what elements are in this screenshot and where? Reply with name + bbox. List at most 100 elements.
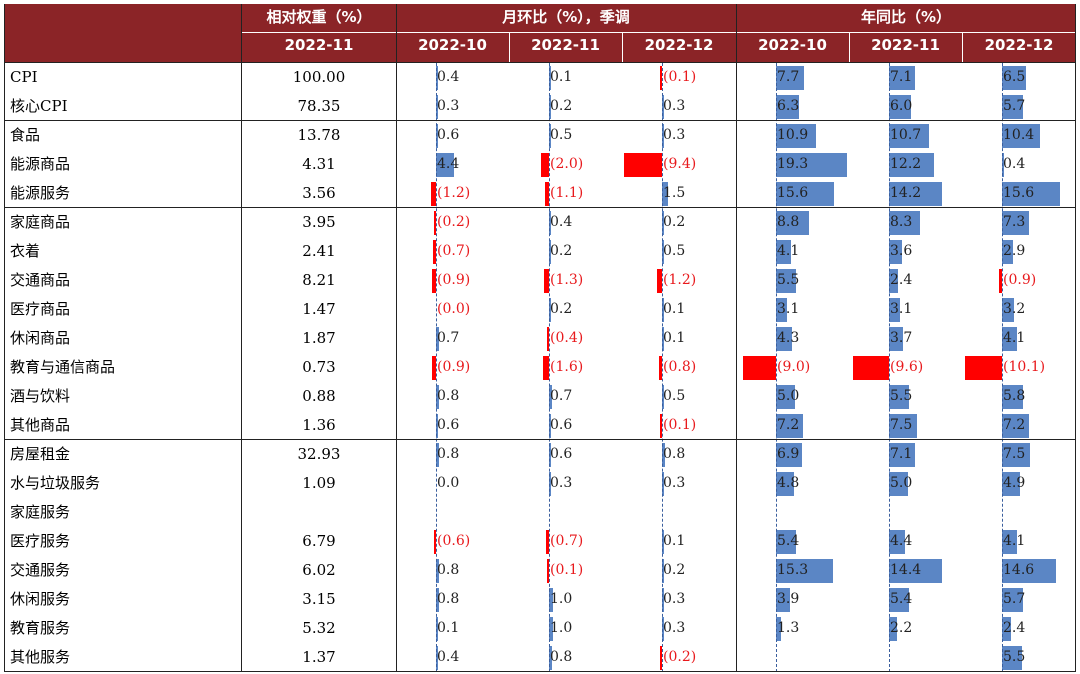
yoy-value: 3.7 bbox=[890, 330, 913, 346]
yoy-value: 7.2 bbox=[1003, 417, 1026, 433]
mom-value: 0.2 bbox=[663, 214, 686, 230]
mom-value: (1.2) bbox=[663, 272, 697, 288]
mom-bar bbox=[543, 269, 549, 293]
header-yoy-period-1: 2022-10 bbox=[758, 36, 827, 54]
column-border-right bbox=[1075, 4, 1076, 672]
yoy-bar bbox=[889, 385, 910, 409]
yoy-value: 5.5 bbox=[777, 272, 800, 288]
header-yoy-period-3: 2022-12 bbox=[984, 36, 1054, 54]
mom-bar bbox=[549, 472, 551, 496]
header-yoy-group: 年同比（%） bbox=[860, 8, 952, 26]
yoy-bar bbox=[889, 588, 909, 612]
mom-value: 0.3 bbox=[663, 98, 686, 114]
row-label: 医疗服务 bbox=[10, 532, 71, 550]
mom-value: (1.1) bbox=[550, 185, 584, 201]
row-label: 衣着 bbox=[10, 242, 41, 260]
yoy-value: 6.5 bbox=[1003, 69, 1026, 85]
yoy-bar bbox=[889, 211, 920, 235]
mom-bar bbox=[549, 298, 551, 322]
yoy-value: 0.4 bbox=[1003, 156, 1026, 172]
mom-value: 0.4 bbox=[437, 649, 460, 665]
mom-value: 0.8 bbox=[437, 446, 460, 462]
yoy-bar bbox=[776, 211, 809, 235]
header-divider-v5 bbox=[622, 32, 623, 62]
row-label: 酒与饮料 bbox=[10, 387, 71, 405]
yoy-bar bbox=[776, 559, 833, 583]
mom-value: 0.8 bbox=[437, 591, 460, 607]
mom-value: (1.3) bbox=[550, 272, 584, 288]
mom-bar bbox=[549, 443, 552, 467]
mom-bar bbox=[547, 327, 549, 351]
yoy-bar bbox=[1002, 559, 1057, 583]
yoy-value: 6.9 bbox=[777, 446, 800, 462]
yoy-value: 5.7 bbox=[1003, 98, 1026, 114]
mom-bar bbox=[436, 385, 440, 409]
yoy-bar bbox=[776, 385, 795, 409]
row-label: 休闲服务 bbox=[10, 590, 71, 608]
row-weight: 3.95 bbox=[302, 213, 336, 231]
mom-value: (0.2) bbox=[437, 214, 471, 230]
mom-bar bbox=[549, 95, 551, 119]
yoy-value: 7.1 bbox=[890, 69, 913, 85]
mom-bar bbox=[662, 124, 664, 148]
yoy-bar bbox=[889, 559, 943, 583]
mom-bar bbox=[662, 298, 664, 322]
yoy-bar bbox=[1002, 472, 1021, 496]
mom-value: 1.5 bbox=[663, 185, 686, 201]
yoy-bar bbox=[776, 414, 803, 438]
zero-axis-5 bbox=[889, 63, 890, 672]
mom-bar bbox=[549, 646, 553, 670]
yoy-value: 5.0 bbox=[890, 475, 913, 491]
mom-bar bbox=[624, 153, 662, 177]
yoy-value: 4.3 bbox=[777, 330, 800, 346]
row-label: 医疗商品 bbox=[10, 300, 71, 318]
mom-bar bbox=[432, 356, 436, 380]
mom-value: 0.3 bbox=[663, 475, 686, 491]
mom-bar bbox=[662, 443, 666, 467]
mom-value: (9.4) bbox=[663, 156, 697, 172]
group-separator-4 bbox=[4, 439, 1076, 440]
mom-bar bbox=[432, 269, 436, 293]
yoy-value: 4.8 bbox=[777, 475, 800, 491]
row-label: 家庭商品 bbox=[10, 213, 71, 231]
yoy-bar bbox=[889, 95, 912, 119]
mom-value: (0.1) bbox=[550, 562, 584, 578]
mom-value: (0.1) bbox=[663, 69, 697, 85]
yoy-value: 7.1 bbox=[890, 446, 913, 462]
yoy-value: 8.3 bbox=[890, 214, 913, 230]
mom-value: 0.1 bbox=[663, 330, 686, 346]
yoy-bar bbox=[1002, 588, 1024, 612]
yoy-bar bbox=[1002, 240, 1013, 264]
yoy-bar bbox=[776, 443, 802, 467]
row-weight: 6.79 bbox=[302, 532, 336, 550]
row-label: 其他商品 bbox=[10, 416, 71, 434]
yoy-value: 5.8 bbox=[1003, 388, 1026, 404]
header-divider-v6 bbox=[849, 32, 850, 62]
mom-bar bbox=[547, 559, 549, 583]
zero-axis-3 bbox=[662, 63, 663, 672]
mom-value: 0.3 bbox=[550, 475, 573, 491]
header-weight-group: 相对权重（%） bbox=[266, 8, 372, 26]
yoy-bar bbox=[1002, 443, 1030, 467]
yoy-value: (9.6) bbox=[890, 359, 924, 375]
yoy-value: 15.6 bbox=[777, 185, 809, 201]
mom-value: 0.1 bbox=[550, 69, 573, 85]
header-mom-period-2: 2022-11 bbox=[531, 36, 600, 54]
yoy-bar bbox=[1002, 124, 1041, 148]
mom-bar bbox=[662, 211, 664, 235]
row-label: 教育与通信商品 bbox=[10, 358, 116, 376]
row-label: 房屋租金 bbox=[10, 445, 71, 463]
mom-value: 0.2 bbox=[550, 301, 573, 317]
yoy-value: 4.1 bbox=[777, 243, 800, 259]
mom-bar bbox=[434, 211, 436, 235]
mom-value: (0.4) bbox=[550, 330, 584, 346]
mom-bar bbox=[549, 66, 551, 90]
mom-value: 0.1 bbox=[437, 620, 460, 636]
mom-bar bbox=[662, 559, 664, 583]
mom-bar bbox=[662, 95, 664, 119]
mom-value: (0.7) bbox=[437, 243, 471, 259]
mom-value: 0.3 bbox=[663, 620, 686, 636]
mom-bar bbox=[662, 182, 668, 206]
zero-axis-2 bbox=[549, 63, 550, 672]
yoy-bar bbox=[998, 269, 1002, 293]
